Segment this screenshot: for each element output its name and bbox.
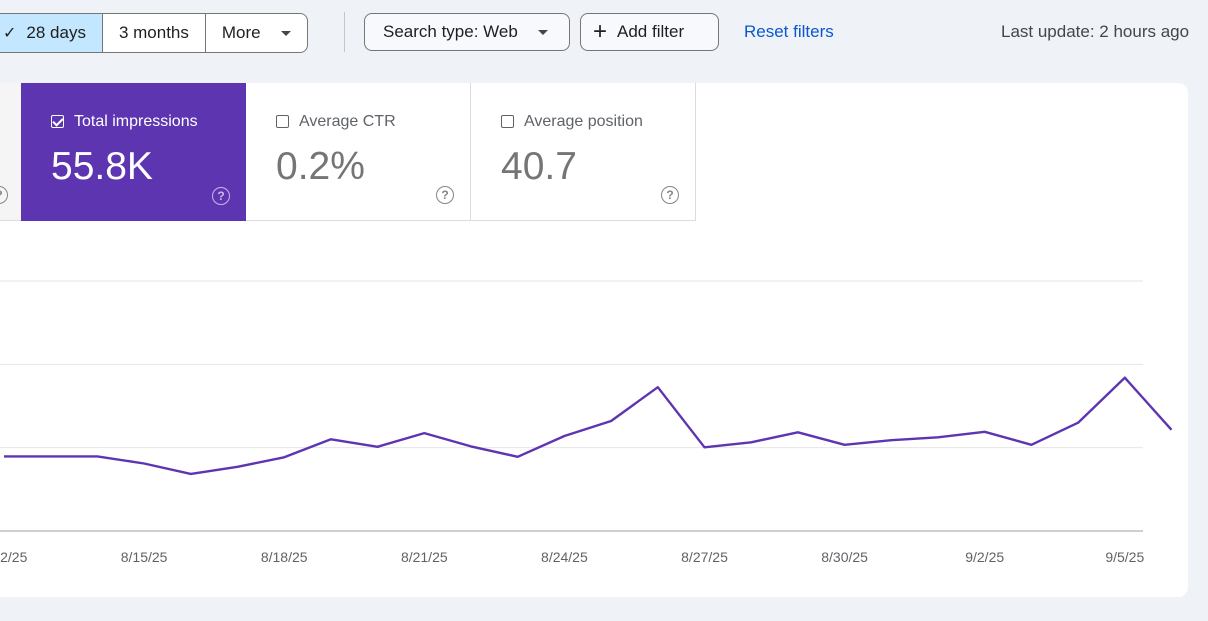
data-point[interactable] — [609, 419, 613, 423]
caret-down-icon — [537, 29, 548, 35]
metric-value: 40.7 — [501, 145, 577, 188]
data-point[interactable] — [749, 440, 753, 444]
x-tick-label: 8/15/25 — [121, 549, 168, 565]
date-range-selector: ✓ 28 days 3 months More — [0, 13, 308, 53]
range-label: 28 days — [26, 23, 86, 42]
help-icon[interactable]: ? — [212, 187, 230, 205]
add-filter-button[interactable]: + Add filter — [580, 13, 719, 51]
metric-value: 55.8K — [51, 145, 153, 188]
data-point[interactable] — [1170, 428, 1174, 432]
metric-value: 0.2% — [276, 145, 365, 188]
data-point[interactable] — [889, 438, 893, 442]
reset-filters-link[interactable]: Reset filters — [744, 22, 834, 41]
ctr-checkbox[interactable] — [276, 115, 289, 128]
metric-tile-ctr[interactable]: Average CTR 0.2% ? — [246, 83, 471, 221]
plus-icon: + — [593, 18, 608, 45]
help-icon[interactable]: ? — [436, 186, 454, 204]
metric-label: Average position — [524, 113, 643, 130]
data-point[interactable] — [469, 444, 473, 448]
help-icon[interactable]: ? — [661, 186, 679, 204]
metric-tile-position[interactable]: Average position 40.7 ? — [471, 83, 696, 221]
x-tick-label: 8/24/25 — [541, 549, 588, 565]
add-filter-label: Add filter — [617, 22, 685, 41]
range-label: 3 months — [118, 23, 189, 42]
data-point[interactable] — [236, 465, 240, 469]
metric-tile-impressions[interactable]: Total impressions 55.8K ? — [21, 83, 246, 221]
data-point[interactable] — [1029, 443, 1033, 447]
data-point[interactable] — [516, 455, 520, 459]
metric-label: Total impressions — [74, 113, 198, 130]
impressions-checkbox[interactable] — [51, 115, 64, 128]
range-28-days-button[interactable]: ✓ 28 days — [0, 14, 103, 52]
data-point[interactable] — [936, 435, 940, 439]
metric-label: Average CTR — [299, 113, 396, 130]
data-point[interactable] — [142, 462, 146, 466]
data-point[interactable] — [49, 454, 53, 458]
data-point[interactable] — [843, 443, 847, 447]
metric-tile-clicks-partial[interactable]: ? — [0, 83, 21, 221]
range-more-dropdown[interactable]: More — [206, 14, 307, 52]
check-icon: ✓ — [3, 25, 17, 42]
x-tick-label: 8/21/25 — [401, 549, 448, 565]
help-icon[interactable]: ? — [0, 186, 8, 204]
impressions-line-chart: 8/12/25 8/15/25 8/18/25 8/21/25 8/24/25 8/27/… — [0, 280, 1174, 565]
last-update-text: Last update: 2 hours ago — [1001, 22, 1190, 41]
search-type-label: Search type: Web — [383, 22, 518, 41]
toolbar-divider — [344, 12, 345, 52]
data-point[interactable] — [282, 455, 286, 459]
data-point[interactable] — [1123, 376, 1127, 380]
range-3-months-button[interactable]: 3 months — [103, 14, 206, 52]
data-point[interactable] — [983, 430, 987, 434]
data-point[interactable] — [329, 437, 333, 441]
impressions-series-line — [4, 376, 1173, 476]
x-tick-label: 8/18/25 — [261, 549, 308, 565]
range-label: More — [221, 23, 261, 42]
data-point[interactable] — [189, 472, 193, 476]
x-tick-label: 8/30/25 — [821, 549, 868, 565]
x-tick-label: 9/2/25 — [965, 549, 1004, 565]
data-point[interactable] — [703, 445, 707, 449]
x-tick-label: 8/12/25 — [0, 549, 28, 565]
x-tick-label: 9/5/25 — [1105, 549, 1144, 565]
data-point[interactable] — [562, 434, 566, 438]
data-point[interactable] — [376, 445, 380, 449]
data-point[interactable] — [656, 385, 660, 389]
data-point[interactable] — [796, 430, 800, 434]
search-type-dropdown[interactable]: Search type: Web — [364, 13, 570, 51]
data-point[interactable] — [95, 454, 99, 458]
toolbar: ✓ 28 days 3 months More Search type: Web… — [0, 0, 1208, 66]
position-checkbox[interactable] — [501, 115, 514, 128]
data-point[interactable] — [422, 431, 426, 435]
data-point[interactable] — [1076, 421, 1080, 425]
x-tick-label: 8/27/25 — [681, 549, 728, 565]
caret-down-icon — [280, 30, 291, 36]
data-point[interactable] — [2, 454, 6, 458]
